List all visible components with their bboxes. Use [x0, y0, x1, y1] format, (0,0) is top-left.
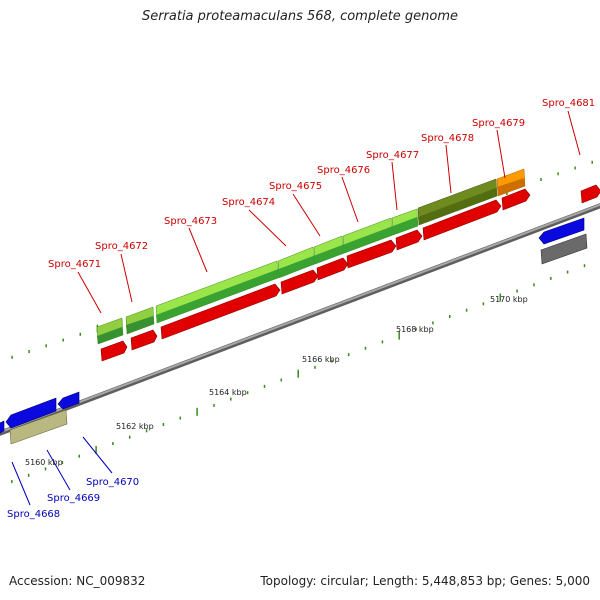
gene-label[interactable]: Spro_4679 [472, 118, 525, 129]
gene-arrow-spro4673[interactable] [160, 283, 281, 340]
gene-arrow-spro4675[interactable] [316, 257, 349, 281]
accession-text: Accession: NC_009832 [9, 574, 146, 588]
gene-arrow-spro4679[interactable] [501, 188, 531, 211]
gene-label[interactable]: Spro_4676 [317, 165, 370, 176]
tick-label: 5164 kbp [209, 388, 247, 397]
gene-label[interactable]: Spro_4670 [86, 477, 139, 488]
genome-summary-text: Topology: circular; Length: 5,448,853 bp… [260, 574, 590, 588]
lower-left-genes [0, 391, 80, 445]
gene-label[interactable]: Spro_4675 [269, 181, 322, 192]
gene-arrow-spro4674[interactable] [280, 269, 319, 295]
gene-arrow-spro4676[interactable] [346, 239, 397, 269]
tick-label: 5170 kbp [490, 295, 528, 304]
gene-arrow-spro4677[interactable] [395, 229, 423, 251]
lower-right-genes [538, 217, 588, 265]
gene-arrow-spro4671[interactable] [100, 340, 128, 362]
gene-label[interactable]: Spro_4671 [48, 259, 101, 270]
page-title: Serratia proteamaculans 568, complete ge… [141, 9, 459, 24]
gene-label[interactable]: Spro_4672 [95, 241, 148, 252]
tick-label: 5168 kbp [396, 325, 434, 334]
gene-block-spro4668[interactable] [9, 409, 68, 445]
gene-label[interactable]: Spro_4668 [7, 509, 60, 520]
gene-label[interactable]: Spro_4669 [47, 493, 100, 504]
gene-block-grey-right[interactable] [540, 233, 588, 265]
gene-arrow-spro4672[interactable] [130, 329, 158, 351]
dotted-tracks [11, 160, 593, 484]
label-leaders [11, 110, 581, 506]
gene-arrow-spro4681[interactable] [580, 184, 600, 204]
gene-labels: Spro_4671 Spro_4672 Spro_4673 Spro_4674 … [7, 98, 595, 520]
gene-label[interactable]: Spro_4677 [366, 150, 419, 161]
gene-label[interactable]: Spro_4674 [222, 197, 275, 208]
gene-arrow-spro4670[interactable] [57, 391, 80, 410]
tick-label: 5166 kbp [302, 355, 340, 364]
tick-labels: 5160 kbp 5162 kbp 5164 kbp 5166 kbp 5168… [25, 295, 528, 467]
gene-label[interactable]: Spro_4678 [421, 133, 474, 144]
upper-gene-track [96, 168, 526, 345]
gene-label[interactable]: Spro_4673 [164, 216, 217, 227]
tick-label: 5162 kbp [116, 422, 154, 431]
gene-arrow-spro4678[interactable] [422, 199, 502, 241]
tick-label: 5160 kbp [25, 458, 63, 467]
gene-arrow-left-edge[interactable] [0, 420, 5, 434]
gene-label[interactable]: Spro_4681 [542, 98, 595, 109]
red-gene-track [100, 184, 600, 362]
gene-arrow-blue-right[interactable] [538, 217, 585, 245]
gene-arrow-spro4669[interactable] [5, 397, 57, 429]
genome-backbone [0, 203, 600, 436]
